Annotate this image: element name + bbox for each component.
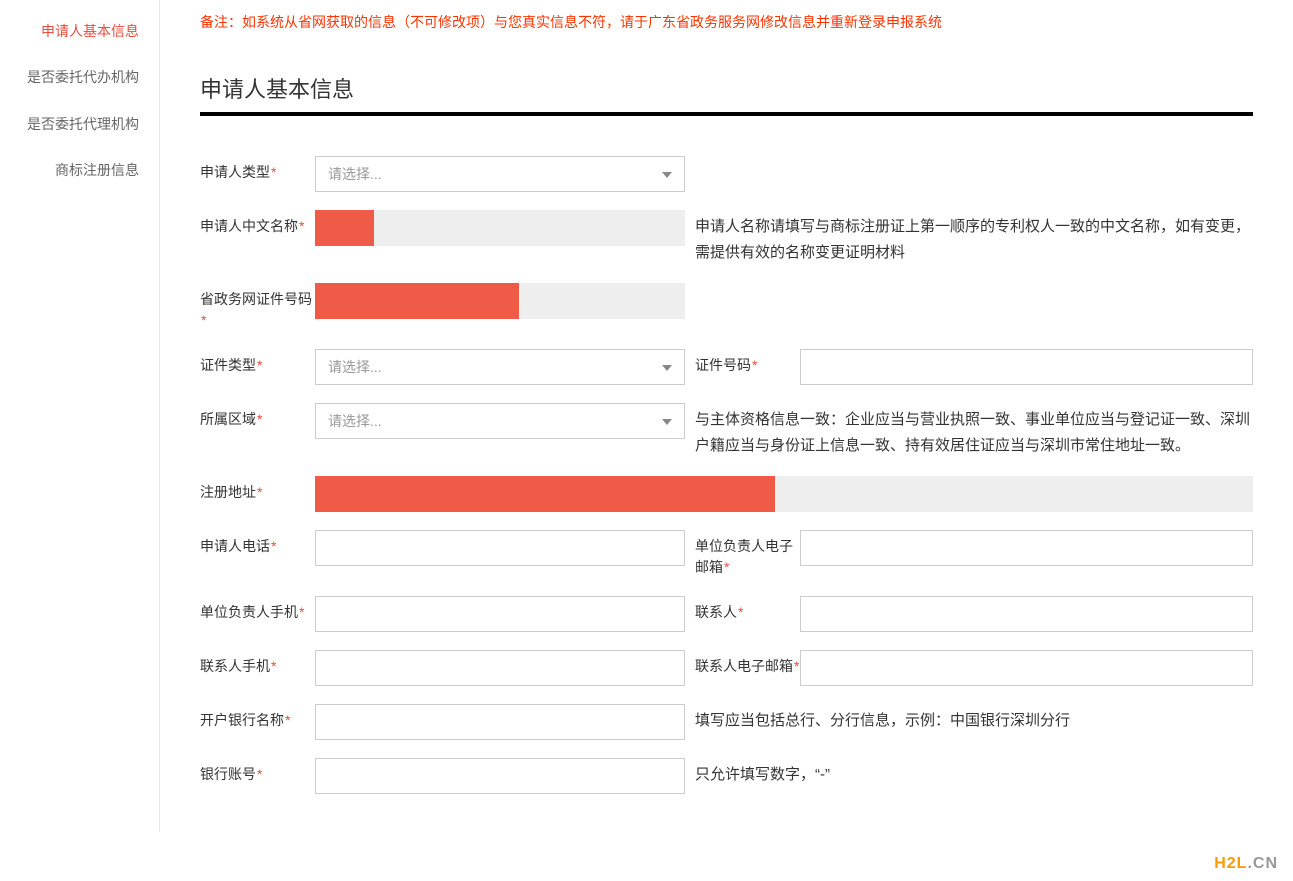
row-address: 注册地址*	[200, 476, 1253, 512]
help-bank-name: 填写应当包括总行、分行信息，示例：中国银行深圳分行	[695, 704, 1253, 734]
label-contact: 联系人*	[695, 596, 800, 623]
label-address: 注册地址*	[200, 476, 315, 503]
row-region: 所属区域* 请选择... 与主体资格信息一致：企业应当与营业执照一致、事业单位应…	[200, 403, 1253, 458]
readonly-address	[315, 476, 1253, 512]
help-region: 与主体资格信息一致：企业应当与营业执照一致、事业单位应当与登记证一致、深圳户籍应…	[695, 403, 1253, 458]
watermark: H2L.CN	[1214, 855, 1278, 873]
row-contact-mobile: 联系人手机* 联系人电子邮箱*	[200, 650, 1253, 686]
main-content: 备注：如系统从省网获取的信息（不可修改项）与您真实信息不符，请于广东省政务服务网…	[160, 0, 1293, 832]
watermark-part1: H2L	[1214, 855, 1247, 872]
row-bank-account: 银行账号* 只允许填写数字，“-”	[200, 758, 1253, 794]
watermark-part2: .CN	[1247, 855, 1278, 872]
label-contact-mobile: 联系人手机*	[200, 650, 315, 677]
label-manager-mobile: 单位负责人手机*	[200, 596, 315, 623]
row-applicant-name: 申请人中文名称* 申请人名称请填写与商标注册证上第一顺序的专利权人一致的中文名称…	[200, 210, 1253, 265]
help-applicant-name: 申请人名称请填写与商标注册证上第一顺序的专利权人一致的中文名称，如有变更，需提供…	[695, 210, 1253, 265]
label-id-number: 证件号码*	[695, 349, 800, 376]
row-gov-id: 省政务网证件号码*	[200, 283, 1253, 331]
select-applicant-type[interactable]: 请选择...	[315, 156, 685, 192]
row-phone: 申请人电话* 单位负责人电子邮箱*	[200, 530, 1253, 578]
input-contact-mobile[interactable]	[315, 650, 685, 686]
label-manager-email: 单位负责人电子邮箱*	[695, 530, 800, 578]
label-bank-name: 开户银行名称*	[200, 704, 315, 731]
label-region: 所属区域*	[200, 403, 315, 430]
input-id-number[interactable]	[800, 349, 1253, 385]
sidebar-item-delegate-agency[interactable]: 是否委托代办机构	[0, 54, 159, 100]
label-contact-email: 联系人电子邮箱*	[695, 650, 800, 677]
row-manager-mobile: 单位负责人手机* 联系人*	[200, 596, 1253, 632]
redacted-gov-id	[315, 283, 519, 319]
input-contact-email[interactable]	[800, 650, 1253, 686]
sidebar: 申请人基本信息 是否委托代办机构 是否委托代理机构 商标注册信息	[0, 0, 160, 832]
row-bank-name: 开户银行名称* 填写应当包括总行、分行信息，示例：中国银行深圳分行	[200, 704, 1253, 740]
redacted-address	[315, 476, 775, 512]
sidebar-item-proxy-agency[interactable]: 是否委托代理机构	[0, 101, 159, 147]
select-id-type[interactable]: 请选择...	[315, 349, 685, 385]
input-bank-name[interactable]	[315, 704, 685, 740]
input-manager-email[interactable]	[800, 530, 1253, 566]
section-title: 申请人基本信息	[200, 72, 1253, 104]
label-gov-id: 省政务网证件号码*	[200, 283, 315, 331]
label-applicant-type: 申请人类型*	[200, 156, 315, 183]
label-bank-account: 银行账号*	[200, 758, 315, 785]
input-phone[interactable]	[315, 530, 685, 566]
row-id-type: 证件类型* 请选择... 证件号码*	[200, 349, 1253, 385]
section-divider	[200, 112, 1253, 116]
sidebar-item-trademark-info[interactable]: 商标注册信息	[0, 147, 159, 193]
select-region[interactable]: 请选择...	[315, 403, 685, 439]
help-bank-account: 只允许填写数字，“-”	[695, 758, 1253, 788]
redacted-applicant-name	[315, 210, 374, 246]
label-id-type: 证件类型*	[200, 349, 315, 376]
sidebar-item-applicant-info[interactable]: 申请人基本信息	[0, 8, 159, 54]
label-applicant-name: 申请人中文名称*	[200, 210, 315, 237]
readonly-gov-id	[315, 283, 685, 319]
row-applicant-type: 申请人类型* 请选择...	[200, 156, 1253, 192]
notice-text: 备注：如系统从省网获取的信息（不可修改项）与您真实信息不符，请于广东省政务服务网…	[200, 12, 1253, 32]
input-contact[interactable]	[800, 596, 1253, 632]
input-manager-mobile[interactable]	[315, 596, 685, 632]
label-phone: 申请人电话*	[200, 530, 315, 557]
readonly-applicant-name	[315, 210, 685, 246]
input-bank-account[interactable]	[315, 758, 685, 794]
